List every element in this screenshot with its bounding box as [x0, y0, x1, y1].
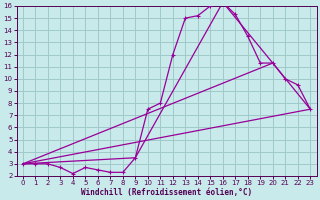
X-axis label: Windchill (Refroidissement éolien,°C): Windchill (Refroidissement éolien,°C): [81, 188, 252, 197]
